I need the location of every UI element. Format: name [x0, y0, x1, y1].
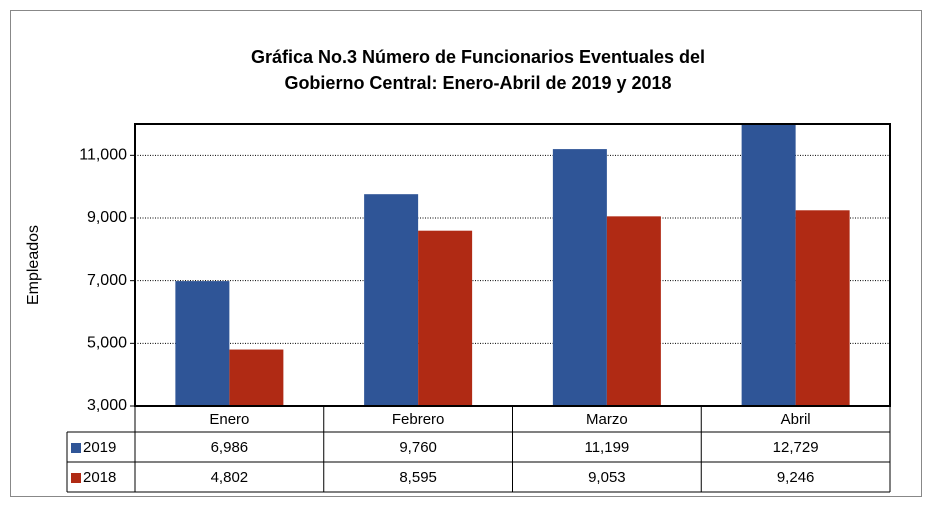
- bar: [175, 281, 230, 406]
- table-value: 11,199: [584, 439, 629, 456]
- table-value: 8,595: [399, 469, 437, 486]
- table-value: 6,986: [211, 439, 249, 456]
- table-value: 9,053: [588, 469, 626, 486]
- bar: [795, 210, 850, 406]
- bar: [552, 149, 607, 406]
- x-tick-label: Febrero: [392, 411, 445, 428]
- y-tick-label: 9,000: [87, 209, 127, 226]
- chart-subtitle: Gobierno Central: Enero-Abril de 2019 y …: [284, 73, 671, 93]
- legend-swatch: [71, 443, 81, 453]
- y-axis-label: Empleados: [25, 225, 42, 305]
- table-value: 9,246: [777, 469, 815, 486]
- x-tick-label: Abril: [781, 411, 811, 428]
- legend-label: 2019: [83, 439, 116, 456]
- chart-border: [10, 10, 922, 497]
- bar: [229, 349, 284, 406]
- table-value: 12,729: [773, 439, 819, 456]
- chart-title: Gráfica No.3 Número de Funcionarios Even…: [251, 47, 705, 67]
- bar: [741, 124, 796, 406]
- bar: [418, 230, 473, 406]
- bar: [364, 194, 419, 406]
- bar: [606, 216, 661, 406]
- legend-label: 2018: [83, 469, 116, 486]
- table-value: 4,802: [211, 469, 249, 486]
- y-tick-label: 5,000: [87, 335, 127, 352]
- x-tick-label: Marzo: [586, 411, 628, 428]
- legend-swatch: [71, 473, 81, 483]
- y-tick-label: 11,000: [79, 147, 127, 164]
- y-tick-label: 7,000: [87, 272, 127, 289]
- y-tick-label: 3,000: [87, 397, 127, 414]
- table-value: 9,760: [399, 439, 437, 456]
- x-tick-label: Enero: [209, 411, 249, 428]
